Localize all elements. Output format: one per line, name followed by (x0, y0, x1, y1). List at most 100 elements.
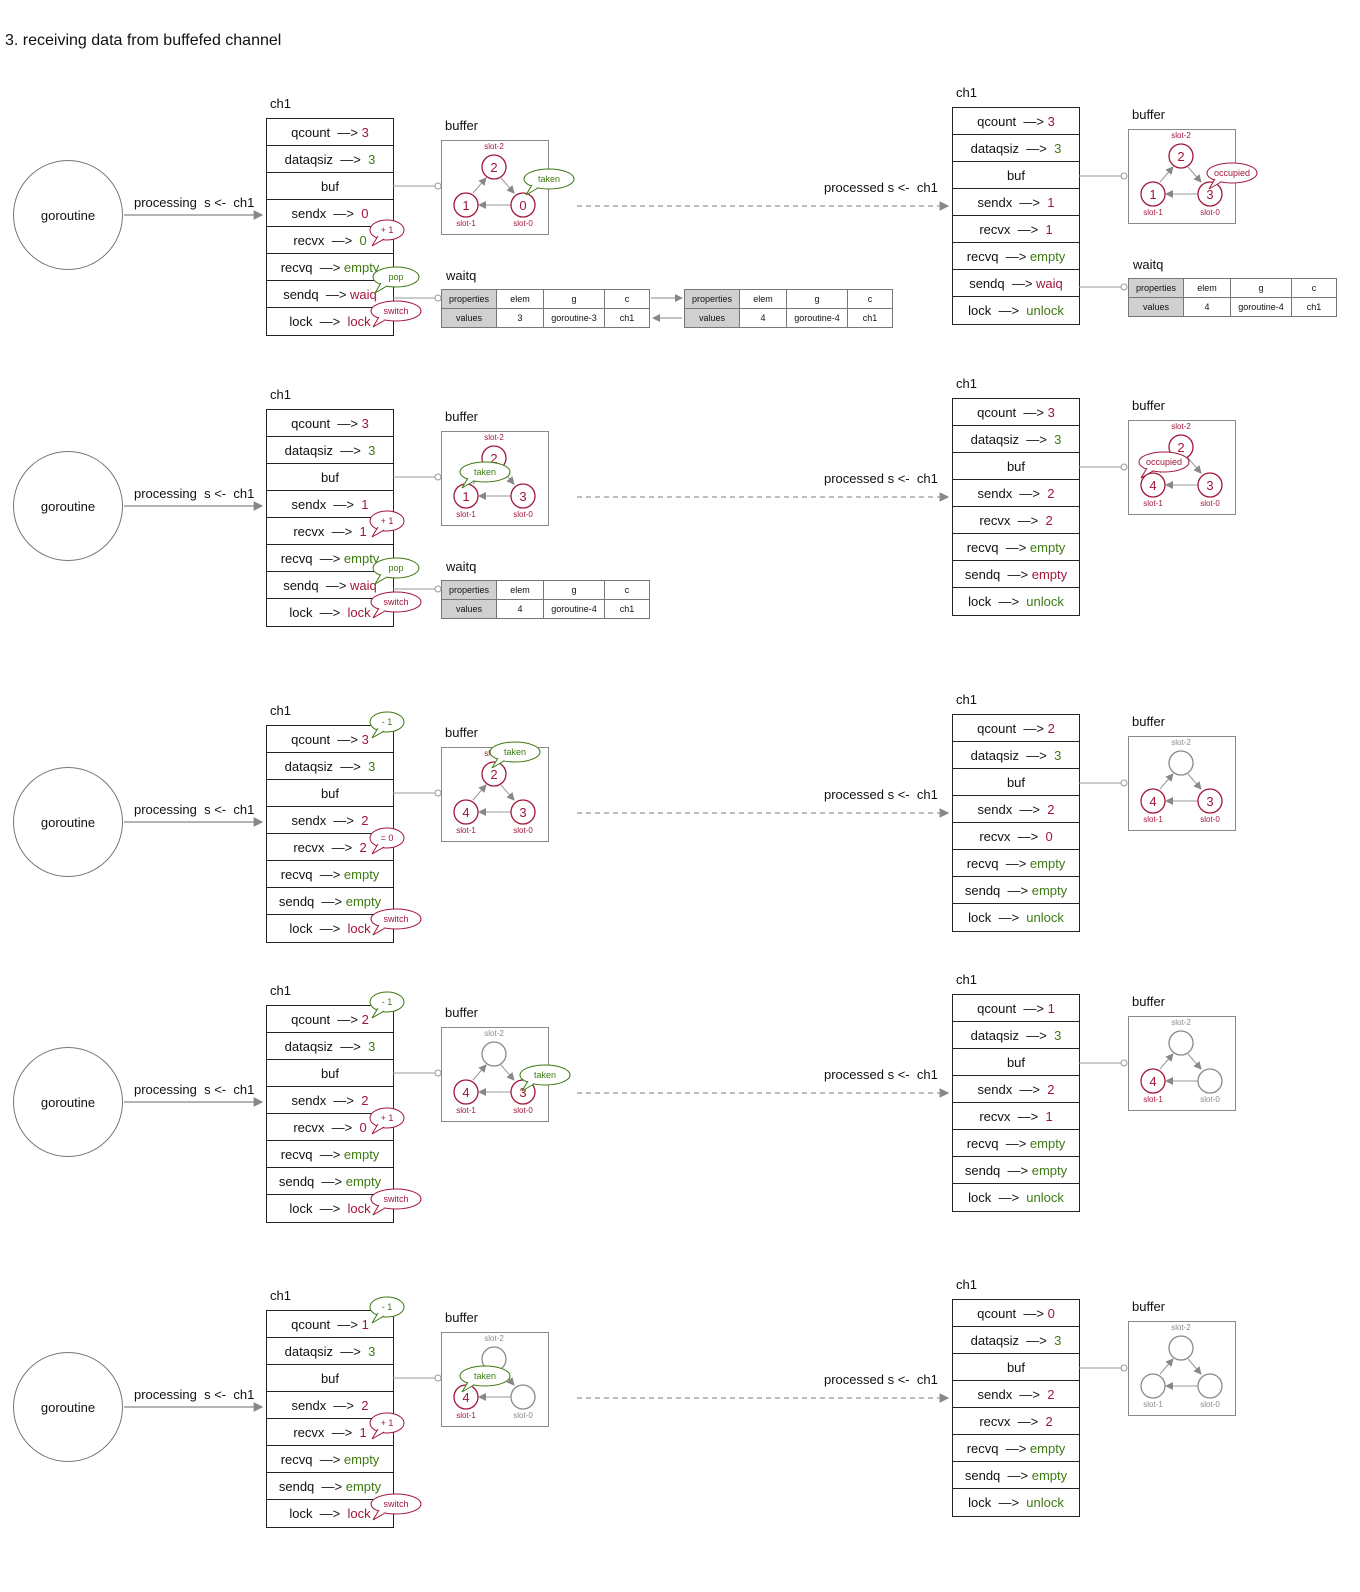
left-channel-table-row: dataqsiz —> 3 (267, 146, 393, 173)
buffer-edge (1159, 166, 1174, 183)
left-channel-table-row: recvx —> 2 (267, 834, 393, 861)
field-value: unlock (1026, 303, 1064, 318)
left-channel-table-row: sendx —> 2 (267, 1087, 393, 1114)
stage-connectors: slot-2 4 slot-1 slot-0 taken - 1 + 1 switch slot… (124, 1296, 1223, 1521)
buffer-slot-value: 1 (1149, 187, 1156, 202)
field-label: sendq —> (964, 566, 1032, 582)
right-channel-table-row: recvx —> 1 (953, 216, 1079, 243)
callout-bubble (369, 711, 405, 733)
field-value: 3 (368, 151, 376, 167)
callout-tail (461, 1381, 475, 1393)
buffer-slot-label: slot-0 (513, 1411, 533, 1420)
field-value: lock (347, 1201, 371, 1216)
buffer-slot-circle (510, 799, 536, 825)
callout-bubble (523, 168, 575, 190)
buffer-edge (1159, 1358, 1174, 1375)
goroutine-circle: goroutine (13, 767, 123, 877)
right-channel-table-row: qcount —> 0 (953, 1300, 1079, 1327)
field-label: lock —> (968, 1495, 1027, 1510)
callout-text: taken (534, 1070, 556, 1080)
processing-label: processing s <- ch1 (134, 1082, 255, 1097)
field-label: sendx —> (977, 801, 1048, 817)
buffer-slot-circle (1168, 143, 1194, 169)
waitq-value-cell: goroutine-4 (1230, 297, 1292, 317)
right-channel-table-row: lock —> unlock (953, 1489, 1079, 1516)
field-label: lock —> (289, 605, 348, 620)
field-label: buf (320, 469, 340, 485)
callout-tail (1140, 467, 1154, 479)
field-value: empty (1031, 1467, 1068, 1483)
buffer-slot-label: slot-1 (1143, 815, 1163, 824)
right-channel-table-row: recvq —> empty (953, 534, 1079, 561)
field-label: sendx —> (977, 1386, 1048, 1402)
stage-1: goroutine processing s <- ch1 ch1 qcount —>… (0, 85, 1360, 355)
field-value: 0 (1047, 1305, 1055, 1321)
field-label: recvx —> (979, 512, 1046, 528)
callout-bubble (370, 1493, 422, 1515)
buf-link-end (1120, 463, 1128, 471)
field-label: lock —> (968, 303, 1027, 318)
right-channel-table-row: qcount —> 3 (953, 399, 1079, 426)
left-channel-table-row: dataqsiz —> 3 (267, 437, 393, 464)
buffer-slot-label: slot-2 (484, 433, 504, 442)
left-channel-table-row: recvx —> 1 (267, 1419, 393, 1446)
field-value: unlock (1026, 1190, 1064, 1205)
field-value: 3 (1054, 1027, 1062, 1043)
right-channel-table-row: dataqsiz —> 3 (953, 1327, 1079, 1354)
field-value: 2 (1047, 720, 1055, 736)
left-channel-table-row: buf (267, 464, 393, 491)
right-channel-table-row: qcount —> 2 (953, 715, 1079, 742)
field-value: empty (345, 1173, 382, 1189)
callout-tail (372, 607, 386, 619)
field-label: buf (1006, 1359, 1026, 1375)
field-label: dataqsiz —> (970, 431, 1055, 447)
field-label: buf (1006, 774, 1026, 790)
processed-label: processed s <- ch1 (824, 787, 938, 802)
buffer-slot-value: 2 (1177, 440, 1184, 455)
left-channel-table-row: lock —> lock (267, 599, 393, 626)
left-channel-table-row: recvq —> empty (267, 1446, 393, 1473)
buffer-slot-circle (1168, 1335, 1194, 1361)
buffer-slot-label: slot-0 (1200, 1095, 1220, 1104)
buffer-slot-value: 2 (490, 767, 497, 782)
left-channel-table-row: qcount —> 3 (267, 119, 393, 146)
field-value: 3 (368, 1343, 376, 1359)
field-value: empty (343, 259, 380, 275)
field-label: lock —> (289, 921, 348, 936)
buffer-slot-label: slot-0 (1200, 1400, 1220, 1409)
left-waitq-label: waitq (446, 268, 477, 283)
left-channel-table-label: ch1 (270, 983, 291, 998)
left-channel-table-label: ch1 (270, 703, 291, 718)
callout-tail (525, 184, 539, 196)
buffer-edge (472, 784, 487, 801)
callout-text: = 0 (381, 833, 394, 843)
right-channel-table-label: ch1 (956, 85, 977, 100)
field-label: recvx —> (979, 1108, 1046, 1124)
field-value: 3 (368, 442, 376, 458)
buffer-edge (500, 784, 515, 801)
callout-tail (371, 1007, 385, 1019)
callout-bubble (459, 461, 511, 483)
right-channel-table-row: buf (953, 1354, 1079, 1381)
buffer-slot-label: slot-1 (456, 826, 476, 835)
field-value: 3 (1054, 1332, 1062, 1348)
callout-tail (371, 235, 385, 247)
processing-label: processing s <- ch1 (134, 195, 255, 210)
buffer-slot-circle (1140, 1068, 1166, 1094)
right-channel-table-row: recvx —> 2 (953, 1408, 1079, 1435)
callout-tail (371, 1123, 385, 1135)
callout-tail (374, 573, 388, 585)
field-value: 0 (1045, 828, 1053, 844)
left-channel-table-row: lock —> lock (267, 308, 393, 335)
right-channel-table-row: lock —> unlock (953, 588, 1079, 615)
buffer-edge (472, 1064, 487, 1081)
callout-text: - 1 (382, 717, 393, 727)
field-value: empty (1031, 882, 1068, 898)
buffer-edge (1159, 1053, 1174, 1070)
field-label: dataqsiz —> (970, 1332, 1055, 1348)
right-buffer-label: buffer (1132, 107, 1166, 122)
buffer-slot-label: slot-2 (1171, 738, 1191, 747)
right-channel-table-row: sendx —> 2 (953, 480, 1079, 507)
field-value: 1 (1047, 1000, 1055, 1016)
buffer-slot-value: 3 (519, 489, 526, 504)
